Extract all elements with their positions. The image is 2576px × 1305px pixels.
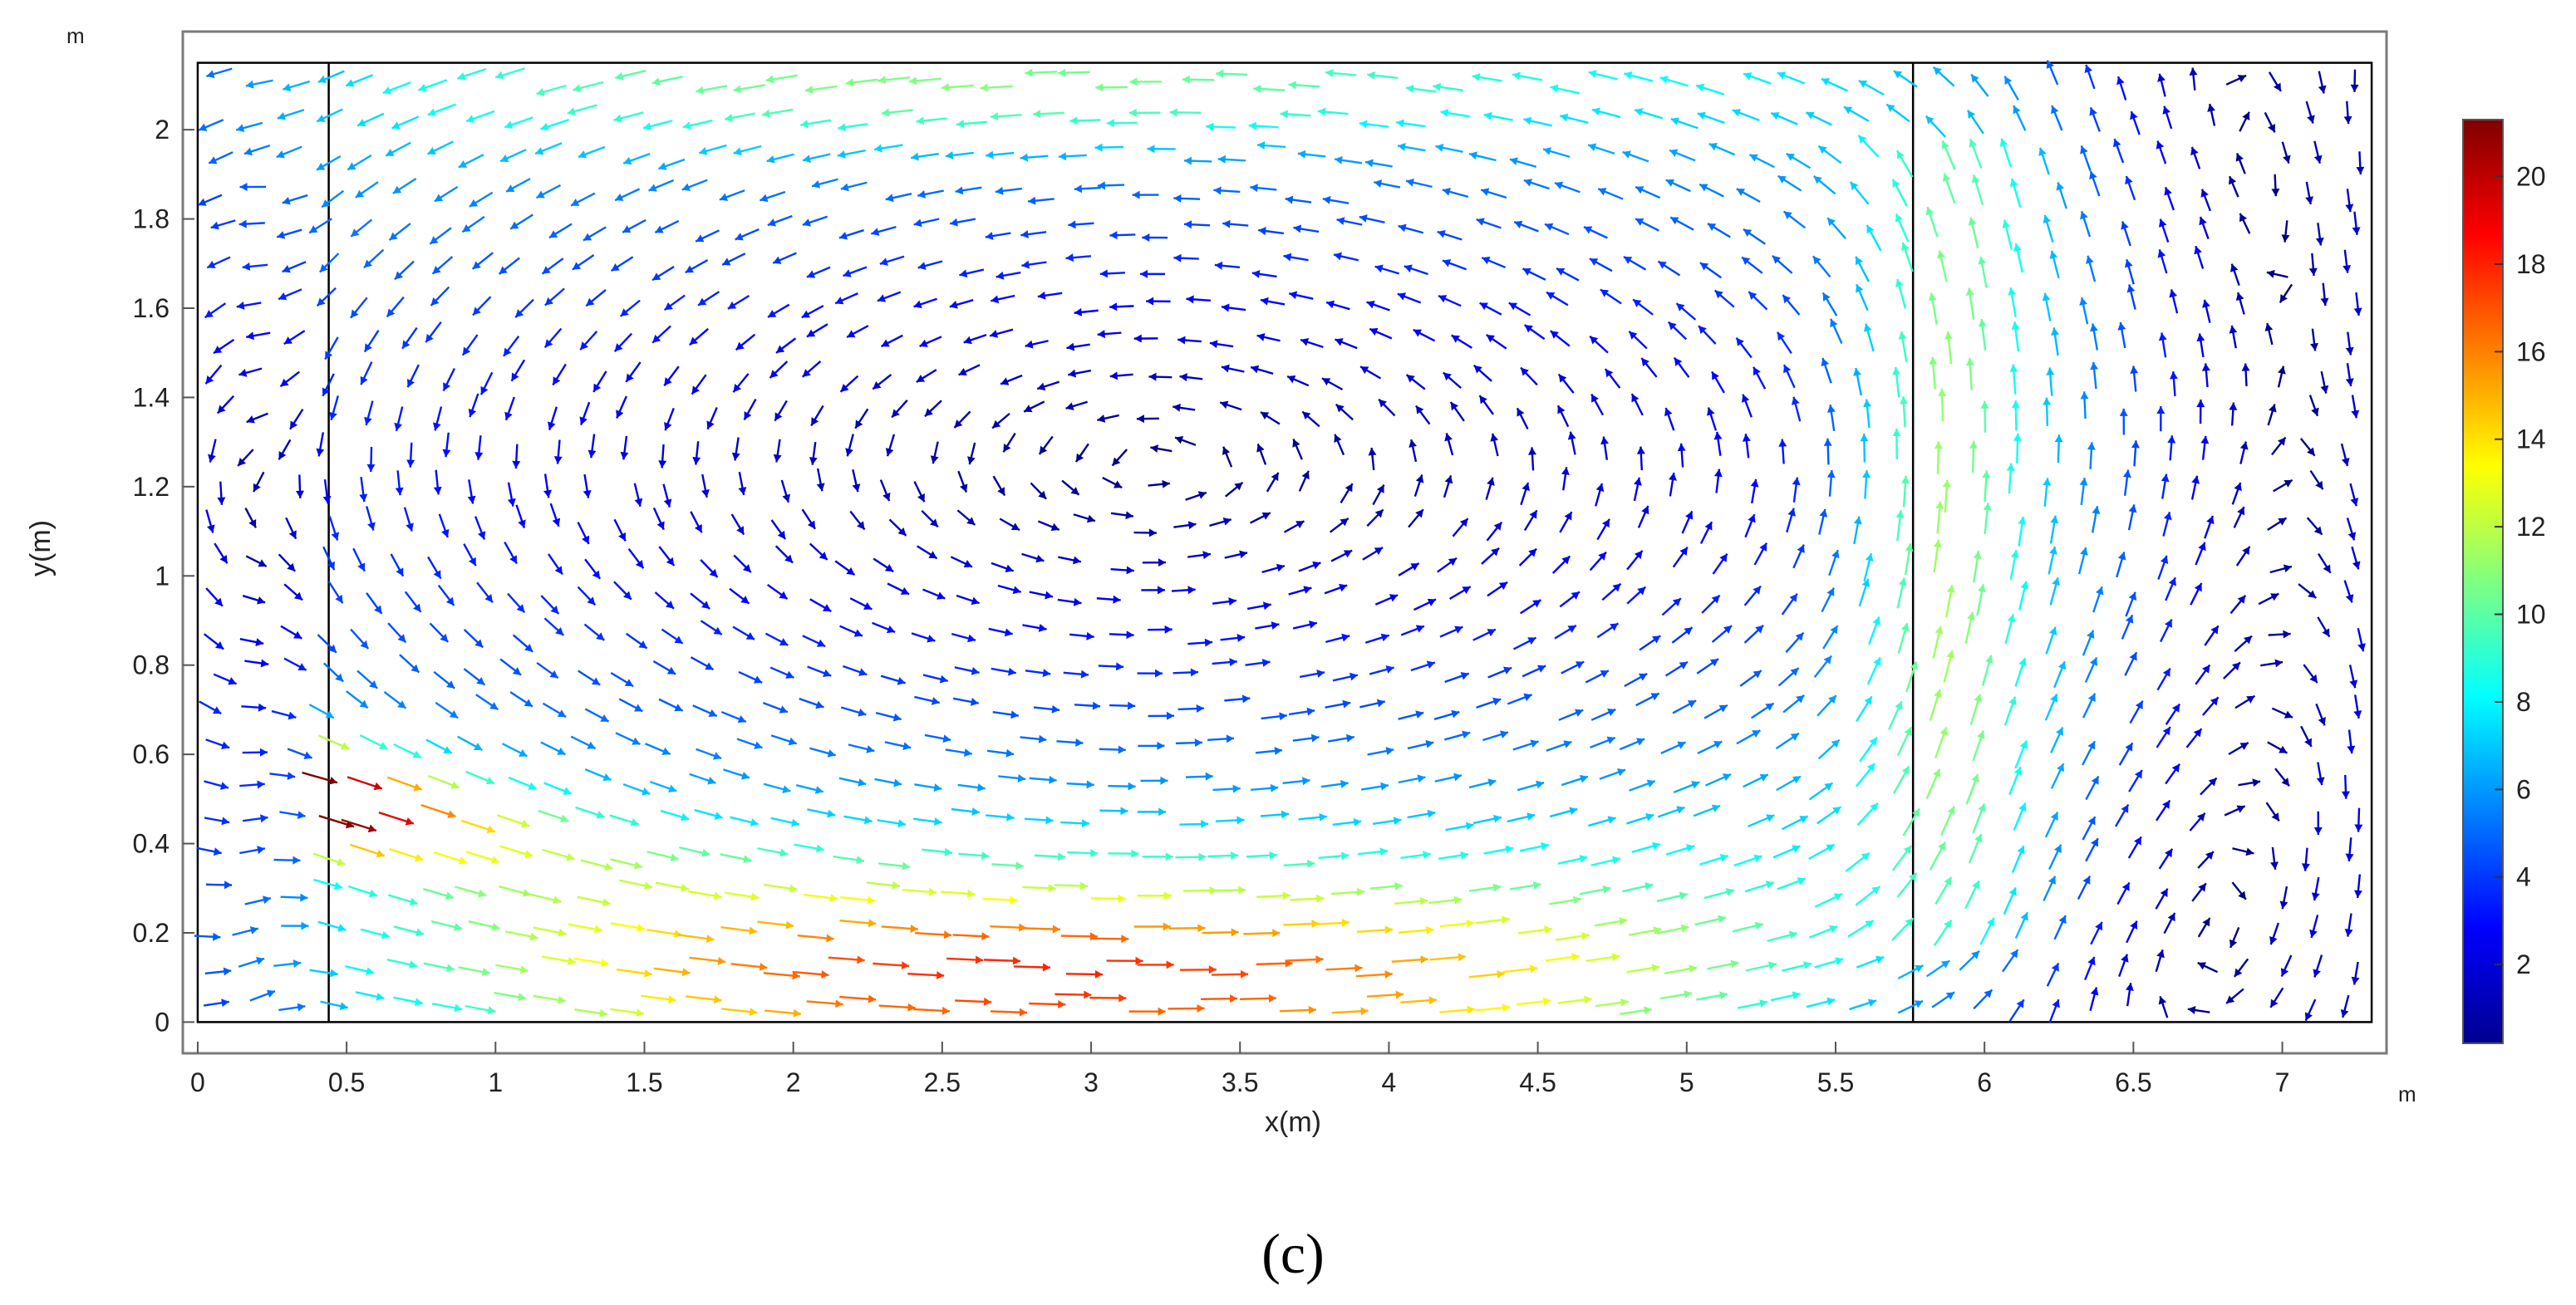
x-tick-label: 3 — [1084, 1067, 1099, 1097]
y-axis-label: y(m) — [25, 520, 57, 576]
x-tick-label: 7 — [2275, 1067, 2290, 1097]
colorbar-tick-label: 6 — [2516, 774, 2531, 804]
x-tick-label: 2.5 — [924, 1067, 961, 1097]
y-tick-label: 0.4 — [133, 829, 170, 859]
x-tick-label: 1 — [488, 1067, 503, 1097]
colorbar-tick-label: 12 — [2516, 512, 2546, 542]
x-axis-label: x(m) — [1265, 1106, 1321, 1138]
plot-area — [183, 32, 2387, 1053]
x-tick-label: 4 — [1382, 1067, 1397, 1097]
x-tick-label: 4.5 — [1519, 1067, 1556, 1097]
x-tick-label: 3.5 — [1222, 1067, 1258, 1097]
y-tick-label: 1 — [155, 561, 170, 591]
x-tick-label: 0 — [190, 1067, 205, 1097]
y-tick-label: 0.8 — [133, 650, 170, 680]
figure-caption: (c) — [1261, 1222, 1324, 1285]
x-tick-label: 5 — [1679, 1067, 1694, 1097]
x-unit-label: m — [2398, 1082, 2416, 1106]
colorbar-tick-label: 18 — [2516, 249, 2546, 279]
y-tick-label: 1.6 — [133, 293, 170, 323]
colorbar-tick-label: 14 — [2516, 424, 2546, 454]
y-tick-label: 0.2 — [133, 918, 170, 948]
y-tick-label: 1.4 — [133, 382, 170, 412]
x-tick-label: 6 — [1977, 1067, 1992, 1097]
colorbar — [2463, 120, 2503, 1043]
x-tick-label: 5.5 — [1817, 1067, 1854, 1097]
x-tick-label: 6.5 — [2115, 1067, 2151, 1097]
y-tick-label: 2 — [155, 115, 170, 145]
x-tick-label: 0.5 — [328, 1067, 365, 1097]
y-tick-label: 1.2 — [133, 472, 170, 502]
x-tick-label: 1.5 — [626, 1067, 662, 1097]
colorbar-tick-label: 8 — [2516, 687, 2531, 717]
colorbar-tick-label: 20 — [2516, 162, 2546, 192]
y-tick-label: 0.6 — [133, 739, 170, 769]
colorbar-tick-label: 4 — [2516, 862, 2531, 892]
y-tick-label: 0 — [155, 1007, 170, 1037]
x-tick-label: 2 — [786, 1067, 801, 1097]
y-tick-label: 1.8 — [133, 204, 170, 234]
colorbar-tick-label: 16 — [2516, 336, 2546, 366]
colorbar-tick-label: 2 — [2516, 949, 2531, 979]
y-unit-label: m — [66, 23, 85, 48]
colorbar-tick-label: 10 — [2516, 600, 2546, 630]
